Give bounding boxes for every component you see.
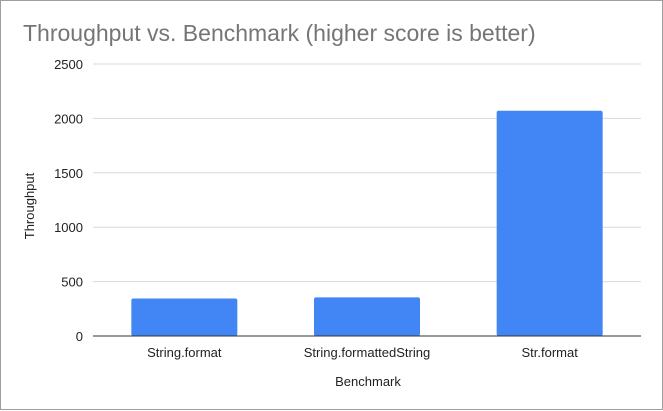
- y-tick-label: 500: [61, 275, 83, 290]
- bar: [131, 298, 238, 336]
- x-tick-label: Str.format: [521, 345, 578, 360]
- bar-layer: [131, 110, 603, 336]
- x-tick-label: String.format: [147, 345, 222, 360]
- y-tick-label: 2000: [54, 111, 83, 126]
- y-axis-title: Throughput: [22, 172, 37, 239]
- y-tick-label: 1000: [54, 220, 83, 235]
- x-axis-title: Benchmark: [335, 374, 401, 389]
- y-tick-label: 1500: [54, 166, 83, 181]
- x-tick-label: String.formattedString: [304, 345, 430, 360]
- x-tick-labels: String.format String.formattedString Str.f…: [147, 345, 578, 360]
- y-tick-label: 2500: [54, 57, 83, 72]
- chart-title: Throughput vs. Benchmark (higher score i…: [23, 20, 536, 46]
- bar: [496, 110, 603, 336]
- bar: [314, 297, 420, 336]
- y-tick-labels: 0 500 1000 1500 2000 2500: [54, 57, 83, 344]
- y-tick-label: 0: [76, 329, 83, 344]
